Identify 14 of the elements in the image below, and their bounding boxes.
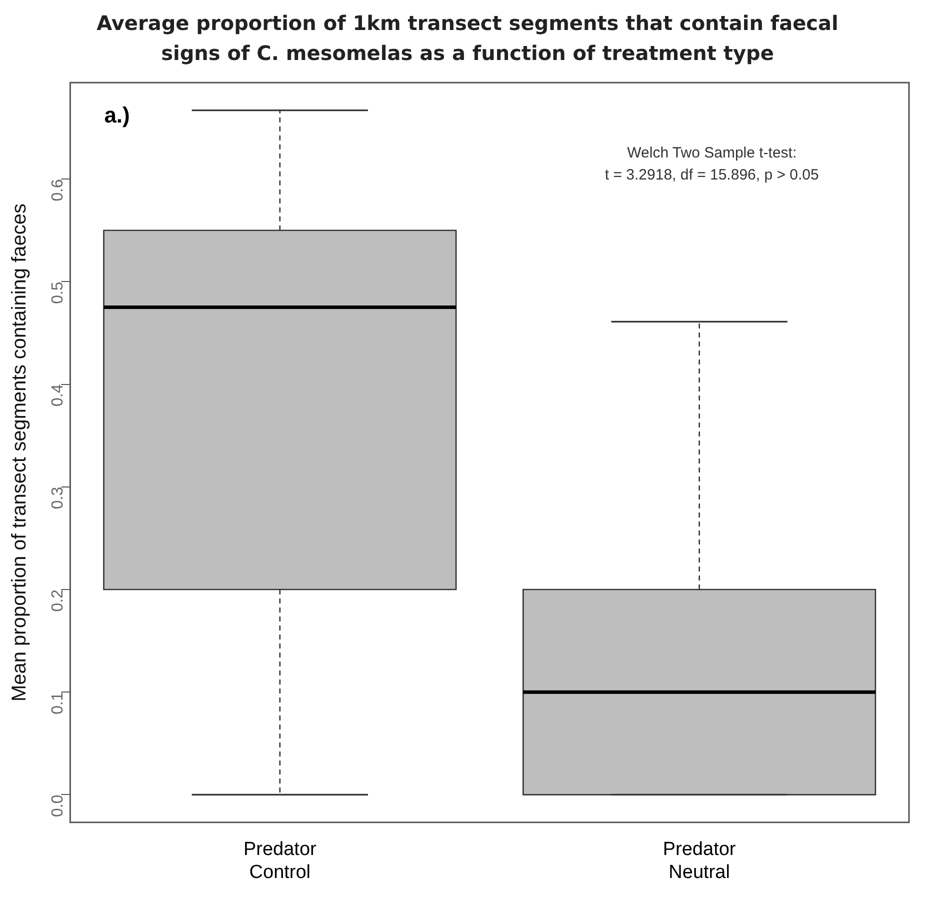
- chart-title: Average proportion of 1km transect segments that contain faecal signs of C. mesomelas as a function of treatment type: [96, 10, 840, 67]
- annotation: t = 3.2918, df = 15.896, p > 0.05: [604, 166, 819, 184]
- annotation: Welch Two Sample t-test:: [627, 144, 797, 162]
- y-tick-label: 0.6: [50, 178, 67, 202]
- annotation: a.): [104, 102, 130, 128]
- y-tick-label: 0.2: [50, 589, 67, 612]
- y-tick-label: 0.3: [50, 486, 67, 510]
- y-tick-label: 0.0: [50, 794, 67, 817]
- x-tick-label: Predator Neutral: [662, 839, 736, 883]
- y-tick-label: 0.1: [50, 692, 67, 714]
- x-tick-label: Predator Control: [243, 839, 318, 883]
- y-tick-label: 0.4: [50, 384, 67, 407]
- y-tick-label: 0.5: [50, 282, 67, 304]
- y-axis-title: Mean proportion of transect segments containing faeces: [8, 203, 31, 702]
